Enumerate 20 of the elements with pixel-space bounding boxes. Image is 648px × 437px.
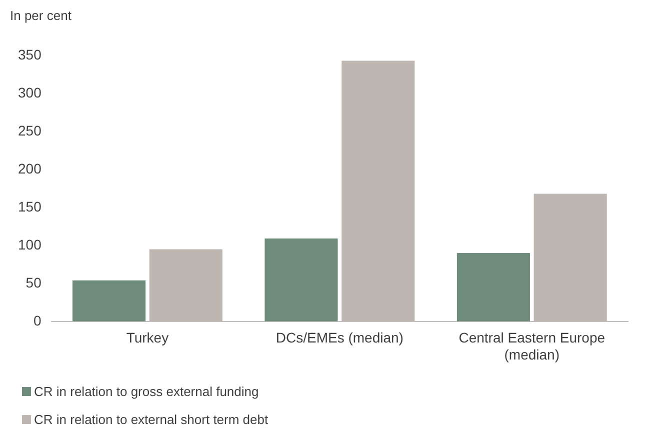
y-tick-label: 350 [18, 46, 42, 62]
bar [342, 60, 415, 322]
y-tick-label: 50 [26, 274, 42, 290]
y-tick-label: 100 [18, 236, 42, 252]
bar [456, 253, 530, 322]
legend-label: CR in relation to gross external funding [34, 384, 259, 398]
y-tick-label: 200 [18, 160, 42, 176]
y-tick-label: 300 [18, 84, 42, 100]
bar [264, 238, 338, 322]
y-axis-title: In per cent [10, 8, 72, 23]
bar [72, 280, 146, 322]
legend-label: CR in relation to external short term debt [34, 412, 268, 426]
bar [149, 249, 222, 322]
y-tick-label: 250 [18, 122, 42, 138]
y-tick-label: 150 [18, 198, 42, 214]
x-tick-label: DCs/EMEs (median) [276, 330, 404, 346]
x-tick-label: Turkey [126, 330, 169, 346]
x-tick-label: Central Eastern Europe (median) [458, 330, 606, 362]
y-tick-label: 0 [34, 312, 42, 328]
bar [534, 194, 607, 322]
